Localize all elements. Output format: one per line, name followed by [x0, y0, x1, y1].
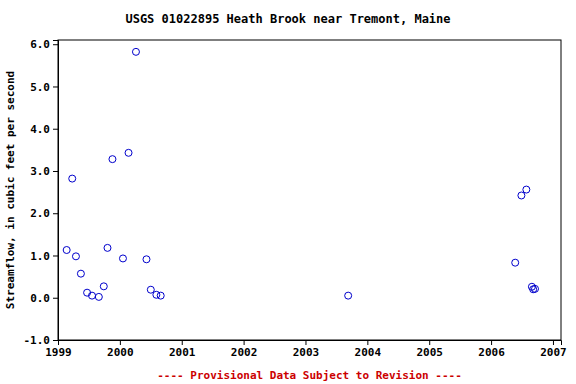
y-axis-line [53, 41, 59, 341]
x-tick: 2002 [231, 340, 258, 359]
note: ---- Provisional Data Subject to Revisio… [157, 369, 462, 382]
x-axis: 1999 2000 2001 2002 2003 2004 2005 2006 2007 [45, 340, 566, 359]
point [523, 186, 530, 193]
y-tick-label: 2.0 [30, 207, 50, 220]
y-tick-mark [53, 298, 58, 299]
point [104, 244, 111, 251]
point [109, 156, 116, 163]
point [147, 286, 154, 293]
x-tick-mark [491, 340, 492, 345]
y-tick-mark [53, 86, 58, 87]
point [72, 253, 79, 260]
point [532, 285, 539, 292]
point [132, 48, 139, 55]
x-tick-mark [553, 340, 554, 345]
point [95, 293, 102, 300]
y-tick-label: 1.0 [30, 250, 50, 263]
x-tick: 2001 [169, 340, 196, 359]
y-tick: 0.0 [30, 292, 58, 305]
y-axis-title: Streamflow, in cubic feet per second [4, 71, 17, 309]
x-tick-mark [182, 340, 183, 345]
x-axis-line [59, 341, 562, 346]
points [63, 48, 538, 300]
x-tick: 2004 [355, 340, 382, 359]
point [100, 283, 107, 290]
point [63, 247, 70, 254]
y-tick-mark [53, 44, 58, 45]
x-tick-mark [244, 340, 245, 345]
y-tick-mark [53, 340, 58, 341]
point [89, 292, 96, 299]
x-tick: 1999 [45, 340, 72, 359]
y-tick: 2.0 [30, 207, 58, 220]
point [345, 292, 352, 299]
y-tick-label: 6.0 [30, 38, 50, 51]
x-tick-label: 1999 [45, 346, 72, 359]
x-tick: 2007 [540, 340, 567, 359]
point [157, 292, 164, 299]
y-tick-mark [53, 213, 58, 214]
x-tick-mark [429, 340, 430, 345]
x-tick-label: 2001 [169, 346, 196, 359]
y-tick-label: 0.0 [30, 292, 50, 305]
y-tick: 3.0 [30, 165, 58, 178]
x-tick-label: 2000 [107, 346, 134, 359]
y-tick: 5.0 [30, 80, 58, 93]
x-tick-label: 2005 [416, 346, 443, 359]
x-tick-label: 2006 [478, 346, 505, 359]
x-tick-label: 2002 [231, 346, 258, 359]
title: USGS 01022895 Heath Brook near Tremont, … [125, 12, 450, 26]
x-tick-mark [58, 340, 59, 345]
y-tick-mark [53, 171, 58, 172]
y-tick: 4.0 [30, 123, 58, 136]
y-tick-mark [53, 129, 58, 130]
point [518, 192, 525, 199]
y-tick: 6.0 [30, 38, 58, 51]
x-tick-mark [367, 340, 368, 345]
x-tick-label: 2007 [540, 346, 567, 359]
x-tick-mark [120, 340, 121, 345]
y-tick-label: 3.0 [30, 165, 50, 178]
y-tick: 1.0 [30, 250, 58, 263]
chart: USGS 01022895 Heath Brook near Tremont, … [0, 0, 576, 384]
point [143, 256, 150, 263]
point [119, 255, 126, 262]
y-tick-mark [53, 255, 58, 256]
point [77, 270, 84, 277]
x-tick: 2005 [416, 340, 443, 359]
point [512, 259, 519, 266]
y-axis: -1.00.01.02.03.04.05.06.0 [24, 38, 59, 347]
x-tick-mark [305, 340, 306, 345]
x-tick: 2000 [107, 340, 134, 359]
x-tick-label: 2003 [293, 346, 320, 359]
point [125, 149, 132, 156]
plot-frame [58, 40, 561, 340]
y-tick-label: 5.0 [30, 80, 50, 93]
x-tick: 2003 [293, 340, 320, 359]
point [69, 175, 76, 182]
x-tick: 2006 [478, 340, 505, 359]
y-tick-label: 4.0 [30, 123, 50, 136]
x-tick-label: 2004 [355, 346, 382, 359]
